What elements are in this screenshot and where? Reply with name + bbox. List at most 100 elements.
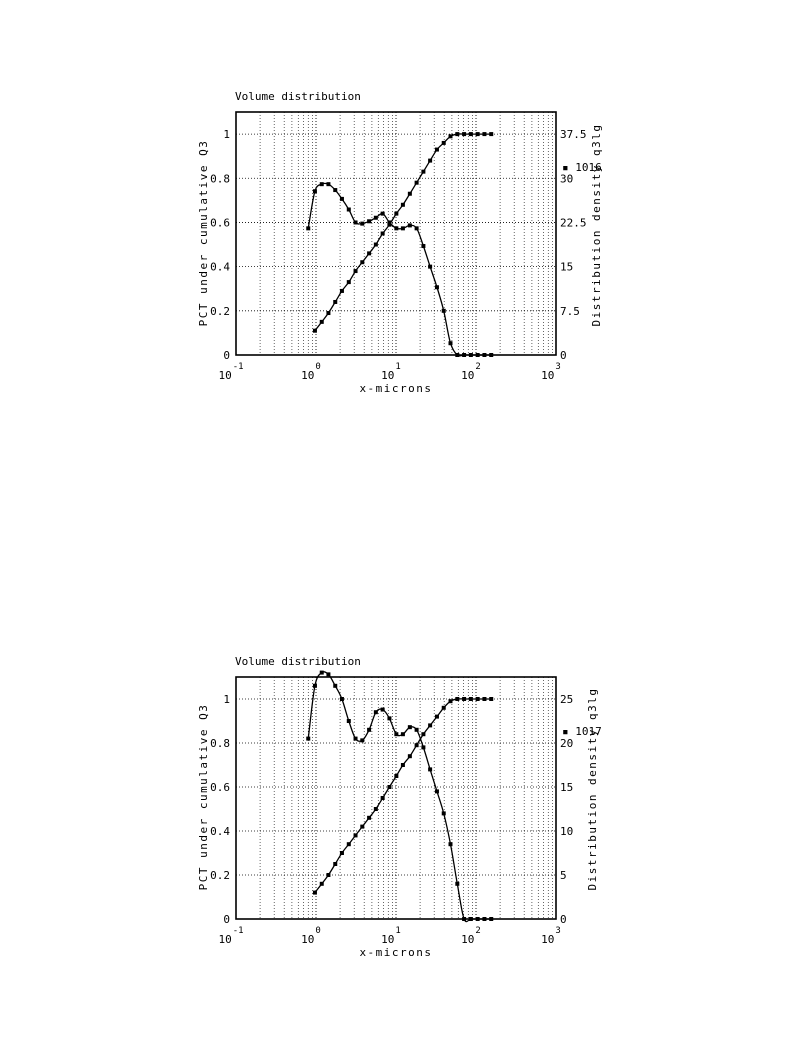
chart-title: Volume distribution [235, 90, 361, 103]
density-point [462, 353, 467, 357]
cumulative-point [326, 311, 331, 316]
cumulative-point [373, 807, 378, 811]
cumulative-point [387, 785, 392, 789]
density-point [428, 264, 433, 269]
chart-panel-1: Volume distribution 0 0.2 0.4 0.6 0.8 1 0 7.5 15… [197, 90, 603, 395]
density-point [434, 285, 439, 290]
density-point [333, 683, 338, 688]
cumulative-point [441, 705, 446, 710]
density-point [421, 244, 426, 249]
density-point [468, 917, 473, 921]
cumulative-point [475, 697, 480, 701]
cumulative-point [489, 697, 494, 701]
density-point [360, 221, 365, 226]
density-point [319, 182, 324, 187]
cumulative-point [468, 132, 473, 137]
cumulative-point [319, 319, 324, 324]
density-point [482, 353, 487, 357]
density-point [373, 710, 378, 715]
cumulative-point [312, 890, 317, 895]
density-point [414, 727, 419, 732]
cumulative-point [414, 743, 419, 748]
cumulative-point [428, 723, 433, 728]
cumulative-point [346, 280, 351, 285]
x-tick-label: 101 [381, 362, 401, 382]
y-tick-label-right: 5 [560, 869, 567, 882]
density-point [353, 220, 358, 225]
y-tick-label-left: 1 [223, 693, 230, 706]
cumulative-point [428, 158, 433, 163]
y-tick-label-left: 0 [223, 913, 230, 926]
density-point [475, 917, 480, 921]
y-tick-label-left: 0.2 [210, 869, 230, 882]
x-tick-label: 103 [541, 926, 561, 946]
sample-annotation: ▪ 1016 [562, 161, 602, 174]
density-curve [307, 671, 492, 923]
density-point [380, 707, 385, 712]
density-point [394, 226, 399, 231]
density-point [373, 215, 378, 220]
density-point [428, 767, 433, 772]
cumulative-point [462, 132, 467, 137]
y-tick-label-right: 15 [560, 261, 573, 274]
density-point [489, 353, 494, 357]
cumulative-point [462, 697, 467, 701]
series-group [306, 132, 494, 357]
density-point [360, 738, 365, 743]
y-tick-label-right: 15 [560, 781, 573, 794]
density-point [353, 736, 358, 741]
density-point [441, 811, 446, 816]
density-point [468, 353, 473, 357]
cumulative-point [360, 824, 365, 829]
chart-title: Volume distribution [235, 655, 361, 668]
y-tick-label-left: 0.2 [210, 305, 230, 318]
cumulative-point [394, 774, 399, 778]
density-point [482, 917, 487, 921]
y-axis-right-label: Distribution density q3lg [590, 123, 603, 326]
density-point [312, 189, 317, 194]
density-curve [307, 182, 492, 357]
cumulative-point [400, 202, 405, 207]
y-tick-label-left: 1 [223, 128, 230, 141]
cumulative-point [333, 299, 338, 304]
density-point [380, 211, 385, 216]
y-axis-right-label: Distribution density q3lg [586, 687, 599, 890]
plot-frame [235, 111, 557, 356]
cumulative-point [373, 242, 378, 247]
density-point [339, 196, 344, 201]
plot-frame [235, 676, 557, 920]
density-point [400, 732, 405, 737]
x-tick-label: 10-1 [218, 926, 243, 946]
cumulative-point [380, 231, 385, 236]
density-point [414, 226, 419, 231]
density-point [407, 223, 412, 228]
cumulative-point [482, 697, 487, 701]
y-axis-left-label: PCT under cumulative Q3 [197, 140, 210, 327]
density-point [346, 719, 351, 723]
cumulative-point [482, 132, 487, 137]
cumulative-point [421, 169, 426, 174]
x-tick-label: 100 [301, 926, 321, 946]
cumulative-point [407, 754, 412, 759]
x-tick-label: 102 [461, 362, 481, 382]
y-tick-label-left: 0.8 [210, 737, 230, 750]
y-tick-label-right: 0 [560, 349, 567, 362]
density-point [407, 725, 412, 730]
density-point [475, 353, 480, 357]
cumulative-point [475, 132, 480, 137]
cumulative-curve [314, 698, 492, 894]
sample-annotation: ▪ 1017 [562, 725, 602, 738]
cumulative-point [326, 873, 331, 877]
cumulative-point [312, 328, 317, 333]
density-point [400, 226, 405, 231]
density-point [394, 732, 399, 737]
cumulative-point [353, 833, 358, 838]
y-tick-label-left: 0.4 [210, 261, 230, 274]
cumulative-point [448, 134, 453, 139]
y-tick-label-right: 7.5 [560, 305, 580, 318]
density-point [306, 736, 311, 741]
cumulative-point [360, 260, 365, 265]
y-tick-label-left: 0.6 [210, 781, 230, 794]
density-point [448, 341, 453, 346]
